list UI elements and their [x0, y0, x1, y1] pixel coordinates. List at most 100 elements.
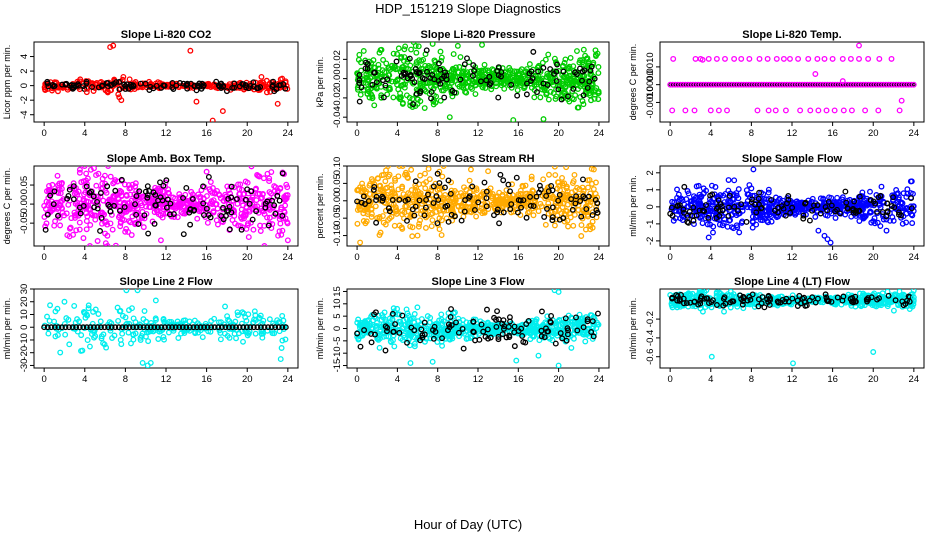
data-point-black — [58, 324, 65, 331]
data-point — [387, 327, 394, 334]
data-point-outlier — [152, 297, 159, 304]
data-point-outlier — [827, 239, 834, 246]
data-point — [85, 305, 92, 312]
y-tick-label: -0.05 — [332, 207, 343, 229]
data-point — [444, 79, 451, 86]
data-point-black — [460, 345, 467, 352]
y-tick-label: 0.00 — [19, 195, 30, 214]
data-point — [94, 238, 101, 244]
data-point-black — [785, 193, 792, 199]
data-point — [519, 76, 526, 83]
data-point-black — [471, 207, 478, 213]
data-point-black — [685, 219, 692, 226]
data-point-black — [48, 324, 55, 331]
data-point — [432, 82, 439, 89]
data-points — [354, 289, 602, 368]
data-point — [731, 177, 738, 184]
data-point — [545, 334, 552, 341]
data-point-black — [373, 193, 380, 200]
data-point — [93, 182, 100, 189]
data-point — [585, 184, 591, 191]
data-point-black — [279, 212, 286, 219]
data-point — [904, 186, 911, 193]
data-point-black — [137, 324, 144, 331]
data-point-black — [145, 230, 152, 237]
data-point — [248, 166, 255, 170]
data-point — [691, 107, 698, 114]
data-point — [128, 340, 134, 347]
x-tick-label: 0 — [354, 128, 359, 139]
data-point-black — [371, 183, 378, 190]
data-point — [473, 213, 480, 220]
panel-3: Slope Li-820 Temp.degrees C per min.0 4 8 1… — [628, 29, 925, 139]
data-point — [59, 197, 66, 204]
x-tick-label: 8 — [435, 128, 440, 139]
y-axis-label: degrees C per min. — [628, 44, 638, 121]
panel-title: Slope Gas Stream RH — [421, 153, 534, 165]
data-point — [62, 331, 69, 338]
data-point-outlier — [104, 88, 111, 95]
data-point — [856, 218, 863, 224]
data-point — [562, 56, 569, 63]
data-point-black — [458, 217, 465, 224]
data-point — [448, 333, 455, 340]
data-point-black — [194, 324, 200, 331]
data-point-black — [242, 82, 249, 88]
data-point — [587, 190, 594, 197]
data-point-black — [73, 324, 80, 331]
data-point — [545, 200, 552, 207]
data-point-black — [837, 210, 843, 217]
data-point — [76, 166, 83, 173]
data-point — [559, 174, 565, 181]
data-point — [401, 322, 408, 329]
data-point — [528, 84, 535, 91]
data-point-outlier — [120, 73, 127, 80]
data-point-black — [404, 75, 411, 82]
data-point-outlier — [736, 229, 743, 236]
data-point — [795, 55, 802, 62]
x-tick-label: 16 — [201, 128, 212, 139]
x-tick-label: 16 — [201, 252, 212, 263]
data-point — [378, 172, 385, 179]
data-point — [900, 205, 907, 212]
data-point-black — [435, 196, 442, 203]
data-point-black — [141, 212, 148, 219]
data-point-black — [756, 201, 762, 208]
data-point — [93, 79, 100, 86]
data-point — [589, 218, 596, 225]
data-point-black — [870, 198, 877, 205]
x-tick-label: 0 — [42, 252, 47, 263]
data-point — [421, 105, 428, 111]
data-point-black — [735, 207, 741, 214]
data-point-black — [493, 323, 500, 330]
data-point — [477, 318, 484, 325]
data-point-black — [393, 58, 400, 65]
data-point — [396, 166, 403, 169]
data-point — [123, 225, 130, 232]
data-point — [707, 221, 714, 228]
data-point — [391, 190, 398, 197]
data-point — [573, 76, 580, 83]
data-point — [550, 82, 557, 88]
data-point — [709, 199, 716, 206]
data-point-black — [274, 192, 281, 199]
data-point — [575, 104, 582, 111]
data-point-outlier — [699, 56, 706, 63]
data-point — [539, 59, 546, 66]
data-point — [578, 222, 585, 229]
data-point — [406, 94, 413, 101]
data-point — [567, 54, 574, 61]
data-point — [101, 341, 108, 348]
data-point-black — [107, 82, 114, 89]
data-point-black — [519, 333, 526, 339]
data-point — [817, 195, 824, 202]
y-axis-label: ml/min per min. — [2, 298, 12, 360]
y-axis-label: ml/min per min. — [628, 175, 638, 237]
data-point — [578, 210, 585, 217]
data-point-black — [699, 207, 706, 214]
data-point — [679, 196, 686, 203]
data-point-outlier — [908, 178, 915, 185]
data-point — [460, 78, 467, 85]
data-point — [394, 65, 401, 72]
